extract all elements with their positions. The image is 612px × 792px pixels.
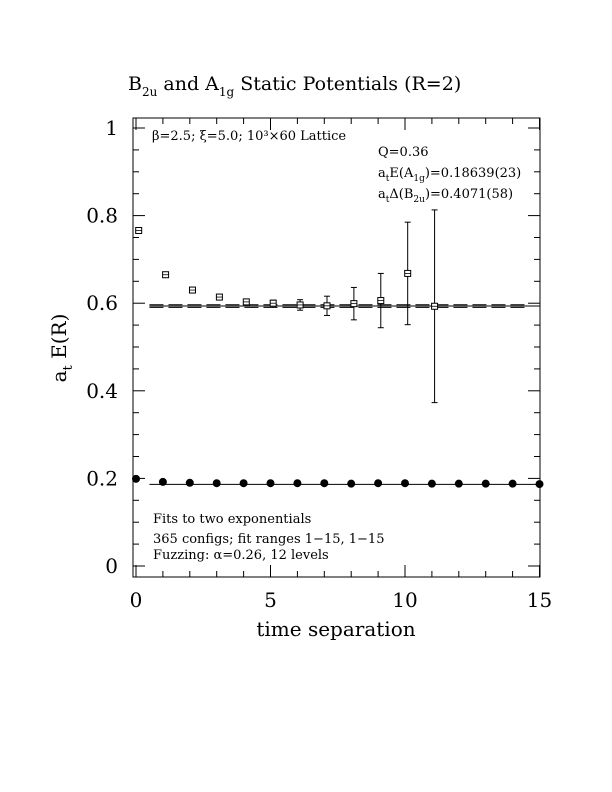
data-point-filled: [185, 478, 194, 487]
data-point-filled: [374, 479, 383, 488]
x-tick-label: 10: [392, 588, 417, 612]
delta-annotation: atΔ(B2u)=0.4071(58): [378, 187, 513, 205]
data-point-filled: [347, 479, 356, 488]
data-point-filled: [158, 477, 167, 486]
lattice-params: β=2.5; ξ=5.0; 10³×60 Lattice: [152, 129, 346, 144]
data-point-filled: [427, 479, 436, 488]
data-point-filled: [212, 479, 221, 488]
x-axis-label: time separation: [256, 617, 415, 641]
y-tick-label: 0.8: [86, 204, 118, 228]
data-point-filled: [132, 474, 140, 483]
chart-title: B2u and A1g Static Potentials (R=2): [128, 73, 461, 99]
y-tick-label: 0: [105, 554, 118, 578]
x-tick-label: 15: [527, 588, 552, 612]
q-value: Q=0.36: [378, 145, 429, 160]
y-tick-label: 0.4: [86, 379, 118, 403]
config-description: 365 configs; fit ranges 1−15, 1−15: [153, 532, 384, 547]
fit-description: Fits to two exponentials: [153, 512, 311, 527]
data-point-filled: [293, 479, 302, 488]
y-tick-label: 0.6: [86, 291, 118, 315]
fuzzing-description: Fuzzing: α=0.26, 12 levels: [153, 548, 329, 563]
data-point-filled: [266, 479, 275, 488]
data-points: [132, 209, 544, 489]
axis-ticks: [133, 118, 540, 577]
energy-annotation: atE(A1g)=0.18639(23): [378, 166, 521, 184]
fit-lines: [149, 304, 540, 485]
x-tick-label: 5: [264, 588, 277, 612]
y-tick-label: 1: [105, 116, 118, 140]
x-tick-label: 0: [130, 588, 143, 612]
data-point-filled: [508, 479, 517, 488]
data-point-filled: [239, 479, 248, 488]
data-point-filled: [535, 480, 544, 489]
data-point-filled: [320, 479, 329, 488]
data-point-filled: [454, 479, 463, 488]
data-point-filled: [481, 479, 490, 488]
tick-labels: 0 5 10 15 0 0.2 0.4 0.6 0.8 1: [86, 116, 552, 612]
data-point-filled: [401, 479, 409, 488]
y-tick-label: 0.2: [86, 466, 118, 490]
y-axis-label: at E(R): [47, 314, 76, 383]
